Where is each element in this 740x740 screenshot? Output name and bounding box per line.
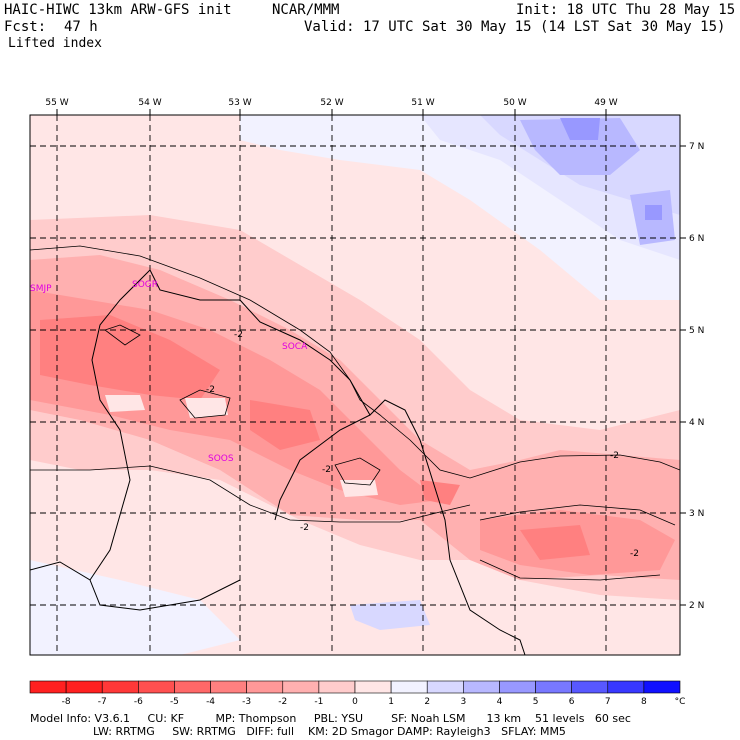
colorbar-tick: 8 — [641, 697, 647, 707]
colorbar-swatch — [174, 680, 211, 694]
colorbar — [29, 680, 681, 694]
colorbar-swatch — [210, 680, 247, 694]
station-label: SOOS — [208, 454, 234, 464]
colorbar-tick: -3 — [242, 697, 251, 707]
axis-ticks — [56, 109, 686, 606]
station-labels: SMJP SOGR SOCA SOOS — [30, 280, 308, 464]
init-time: Init: 18 UTC Thu 28 May 15 — [516, 2, 736, 18]
lon-label: 50 W — [503, 98, 526, 108]
colorbar-swatch — [354, 680, 392, 694]
colorbar-tick: 0 — [352, 697, 358, 707]
lon-label: 49 W — [594, 98, 617, 108]
colorbar-tick: 6 — [569, 697, 575, 707]
station-label: SMJP — [30, 284, 52, 294]
forecast-hours: 47 h — [64, 19, 98, 35]
longitude-labels: 55 W 54 W 53 W 52 W 51 W 50 W 49 W — [45, 98, 617, 108]
lon-label: 55 W — [45, 98, 68, 108]
colorbar-swatch — [65, 680, 103, 694]
shaded-field — [30, 115, 680, 655]
field-name: Lifted index — [8, 36, 102, 51]
colorbar-unit: °C — [675, 697, 686, 707]
lon-label: 54 W — [138, 98, 161, 108]
lat-label: 7 N — [689, 142, 704, 152]
model-info-line2: LW: RRTMG SW: RRTMG DIFF: full KM: 2D Sm… — [30, 725, 566, 738]
colorbar-swatch — [426, 680, 464, 694]
lon-label: 53 W — [228, 98, 251, 108]
colorbar-tick: -4 — [206, 697, 215, 707]
forecast-label: Fcst: — [4, 19, 47, 35]
colorbar-swatch — [571, 680, 609, 694]
valid-time: Valid: 17 UTC Sat 30 May 15 (14 LST Sat … — [304, 19, 726, 35]
contour-lines — [30, 245, 680, 581]
colorbar-swatch — [138, 680, 175, 694]
station-label: SOGR — [132, 280, 158, 290]
contour-label: -2 — [206, 385, 215, 395]
colorbar-swatch — [390, 680, 428, 694]
map-frame — [29, 114, 681, 656]
model-info-line1: Model Info: V3.6.1 CU: KF MP: Thompson P… — [30, 712, 631, 725]
lon-label: 52 W — [320, 98, 343, 108]
colorbar-labels: -8 -7 -6 -5 -4 -3 -2 -1 0 1 2 3 4 5 6 7 8 — [62, 697, 647, 707]
organization-label: NCAR/MMM — [272, 2, 340, 18]
colorbar-swatch — [607, 680, 645, 694]
colorbar-tick: 5 — [533, 697, 539, 707]
lat-label: 2 N — [689, 601, 704, 611]
colorbar-tick: 7 — [605, 697, 611, 707]
contour-label: -2 — [322, 465, 331, 475]
model-title: HAIC-HIWC 13km ARW-GFS init — [4, 2, 232, 18]
latitude-labels: 7 N 6 N 5 N 4 N 3 N 2 N — [689, 142, 704, 611]
lat-label: 4 N — [689, 418, 704, 428]
colorbar-swatch — [101, 680, 139, 694]
colorbar-swatch — [318, 680, 356, 694]
lat-label: 5 N — [689, 326, 704, 336]
colorbar-tick: -2 — [278, 697, 287, 707]
colorbar-swatch — [246, 680, 284, 694]
contour-label: -2 — [610, 451, 619, 461]
contour-label: -2 — [300, 523, 309, 533]
colorbar-swatch — [535, 680, 572, 694]
colorbar-tick: 2 — [424, 697, 430, 707]
contour-labels: -2 -2 -2 -2 -2 -2 — [206, 330, 639, 559]
colorbar-swatch — [29, 680, 67, 694]
lat-lon-grid — [30, 115, 680, 655]
colorbar-swatch — [463, 680, 500, 694]
colorbar-tick: -7 — [98, 697, 107, 707]
colorbar-swatch — [282, 680, 320, 694]
contour-label: -2 — [630, 549, 639, 559]
colorbar-tick: 4 — [497, 697, 503, 707]
contour-label: -2 — [234, 330, 243, 340]
colorbar-tick: -1 — [314, 697, 323, 707]
station-label: SOCA — [282, 342, 308, 352]
colorbar-tick: -6 — [134, 697, 143, 707]
lon-label: 51 W — [411, 98, 434, 108]
colorbar-swatch — [643, 680, 681, 694]
colorbar-tick: 1 — [388, 697, 394, 707]
colorbar-tick: -8 — [62, 697, 71, 707]
colorbar-tick: -5 — [170, 697, 179, 707]
colorbar-swatch — [499, 680, 536, 694]
lat-label: 6 N — [689, 234, 704, 244]
colorbar-tick: 3 — [460, 697, 466, 707]
lat-label: 3 N — [689, 509, 704, 519]
